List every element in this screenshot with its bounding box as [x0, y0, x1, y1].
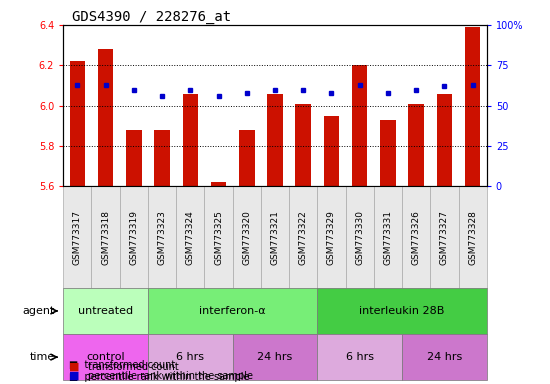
Text: control: control [86, 352, 125, 362]
Text: GSM773330: GSM773330 [355, 210, 364, 265]
Text: 24 hrs: 24 hrs [257, 352, 293, 362]
Bar [126, 130, 141, 186]
Text: GSM773326: GSM773326 [411, 210, 421, 265]
Bar [380, 120, 395, 186]
Bar [289, 186, 317, 288]
Text: GSM773321: GSM773321 [271, 210, 279, 265]
Text: GSM773329: GSM773329 [327, 210, 336, 265]
Bar [459, 186, 487, 288]
Text: ■  transformed count
■  percentile rank within the sample: ■ transformed count ■ percentile rank wi… [69, 361, 249, 382]
Bar [120, 186, 148, 288]
Text: GSM773327: GSM773327 [440, 210, 449, 265]
Text: interleukin 28B: interleukin 28B [359, 306, 445, 316]
Bar [70, 61, 85, 186]
Text: GDS4390 / 228276_at: GDS4390 / 228276_at [72, 10, 231, 24]
Text: agent: agent [23, 306, 55, 316]
Bar [402, 186, 430, 288]
Bar [267, 94, 283, 186]
Text: GSM773324: GSM773324 [186, 210, 195, 265]
Bar [148, 186, 176, 288]
Bar [63, 334, 148, 380]
Bar [352, 65, 367, 186]
Text: GSM773318: GSM773318 [101, 210, 110, 265]
Bar [345, 186, 374, 288]
Bar [295, 104, 311, 186]
Text: 6 hrs: 6 hrs [177, 352, 204, 362]
Bar [317, 334, 402, 380]
Bar [261, 186, 289, 288]
Text: 24 hrs: 24 hrs [427, 352, 462, 362]
Text: GSM773323: GSM773323 [157, 210, 167, 265]
Text: GSM773319: GSM773319 [129, 210, 139, 265]
Bar [205, 186, 233, 288]
Bar [374, 186, 402, 288]
Text: percentile rank within the sample: percentile rank within the sample [88, 371, 253, 381]
Bar [317, 288, 487, 334]
Bar [437, 94, 452, 186]
Text: transformed count: transformed count [88, 362, 179, 372]
Text: ■: ■ [69, 362, 79, 372]
Bar [317, 186, 345, 288]
Text: ■: ■ [69, 371, 79, 381]
Text: untreated: untreated [78, 306, 133, 316]
Bar [91, 186, 120, 288]
Text: time: time [30, 352, 55, 362]
Bar [430, 186, 459, 288]
Text: GSM773317: GSM773317 [73, 210, 82, 265]
Text: GSM773320: GSM773320 [242, 210, 251, 265]
Bar [98, 49, 113, 186]
Bar [211, 182, 226, 186]
Bar [233, 334, 317, 380]
Text: GSM773328: GSM773328 [468, 210, 477, 265]
Bar [148, 334, 233, 380]
Bar [239, 130, 255, 186]
Text: 6 hrs: 6 hrs [346, 352, 373, 362]
Bar [63, 288, 148, 334]
Bar [183, 94, 198, 186]
Text: GSM773325: GSM773325 [214, 210, 223, 265]
Bar [465, 27, 480, 186]
Bar [176, 186, 205, 288]
Bar [155, 130, 170, 186]
Text: GSM773322: GSM773322 [299, 210, 308, 265]
Bar [148, 288, 317, 334]
Bar [324, 116, 339, 186]
Bar [409, 104, 424, 186]
Bar [402, 334, 487, 380]
Bar [233, 186, 261, 288]
Text: interferon-α: interferon-α [199, 306, 266, 316]
Bar [63, 186, 91, 288]
Text: GSM773331: GSM773331 [383, 210, 393, 265]
